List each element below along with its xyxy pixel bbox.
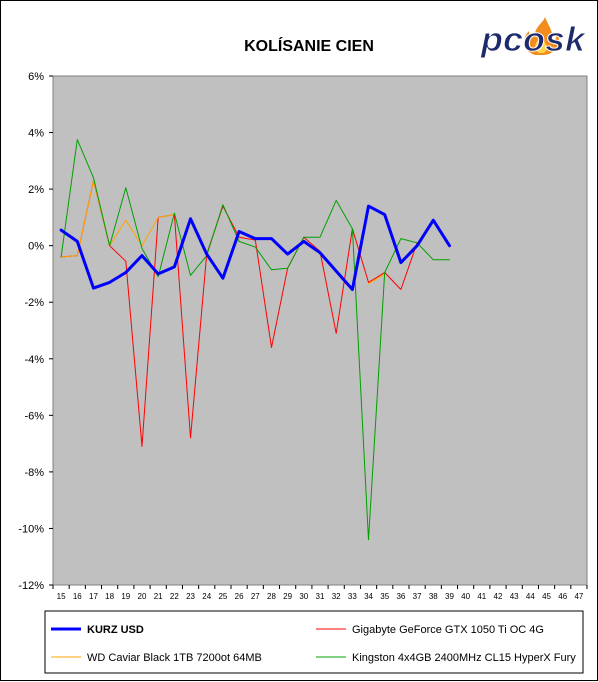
x-tick-label: 27 [251, 592, 260, 601]
x-tick-label: 40 [461, 592, 470, 601]
y-tick-label: 2% [28, 184, 44, 196]
x-tick-label: 25 [218, 592, 227, 601]
x-tick-label: 32 [332, 592, 341, 601]
x-tick-label: 24 [202, 592, 211, 601]
x-tick-label: 41 [477, 592, 486, 601]
x-tick-label: 42 [494, 592, 503, 601]
x-tick-label: 35 [380, 592, 389, 601]
series-layer [59, 139, 451, 541]
x-tick-label: 46 [558, 592, 567, 601]
x-tick-label: 33 [348, 592, 357, 601]
legend-label: KURZ USD [87, 624, 144, 636]
x-tick-label: 47 [574, 592, 583, 601]
series-line-1 [60, 180, 418, 447]
x-tick-label: 23 [186, 592, 195, 601]
chart-title: KOLÍSANIE CIEN [244, 36, 374, 55]
x-tick-label: 28 [267, 592, 276, 601]
x-tick-label: 34 [364, 592, 373, 601]
y-tick-label: 6% [28, 71, 44, 83]
y-tick-label: -12% [18, 580, 44, 592]
legend-box [44, 610, 584, 674]
legend-label: Gigabyte GeForce GTX 1050 Ti OC 4G [352, 624, 544, 636]
pcosk-logo: pcosk [479, 15, 589, 60]
x-tick-label: 29 [283, 592, 292, 601]
plot-area [52, 75, 588, 586]
x-tick-label: 45 [542, 592, 551, 601]
x-axis: 15 16 17 18 19 20 21 22 23 24 25 26 27 28 29 30 31 32 33 34… [52, 585, 588, 601]
y-tick-label: -10% [18, 523, 44, 535]
y-axis: 6% 4% 2% 0% -2% -4% -6% -8% -10% -12% [18, 71, 53, 592]
flame-icon [524, 17, 560, 55]
x-tick-label: 21 [154, 592, 163, 601]
series-line-0 [59, 204, 451, 291]
x-tick-label: 31 [316, 592, 325, 601]
x-tick-label: 39 [445, 592, 454, 601]
legend-label: Kingston 4x4GB 2400MHz CL15 HyperX Fury [352, 652, 576, 664]
x-tick-label: 26 [235, 592, 244, 601]
y-tick-label: -4% [24, 354, 44, 366]
y-tick-label: 4% [28, 128, 44, 140]
x-tick-label: 20 [138, 592, 147, 601]
x-tick-label: 36 [396, 592, 405, 601]
x-tick-label: 18 [105, 592, 114, 601]
y-tick-label: 0% [28, 241, 44, 253]
logo-text: pcosk [480, 21, 587, 59]
x-tick-label: 43 [510, 592, 519, 601]
y-tick-label: -8% [24, 467, 44, 479]
y-tick-label: -6% [24, 410, 44, 422]
x-tick-label: 17 [89, 592, 98, 601]
x-tick-label: 38 [429, 592, 438, 601]
series-line-3 [60, 139, 450, 541]
series-line-2 [368, 273, 386, 285]
x-tick-label: 15 [57, 592, 66, 601]
x-tick-label: 44 [526, 592, 535, 601]
x-tick-label: 37 [413, 592, 422, 601]
legend: KURZ USD Gigabyte GeForce GTX 1050 Ti OC … [51, 624, 576, 664]
legend-label: WD Caviar Black 1TB 7200ot 64MB [87, 652, 262, 664]
series-line-2 [60, 180, 175, 258]
x-tick-label: 19 [121, 592, 130, 601]
x-tick-label: 16 [73, 592, 82, 601]
x-tick-label: 30 [299, 592, 308, 601]
x-tick-label: 22 [170, 592, 179, 601]
y-tick-label: -2% [24, 297, 44, 309]
